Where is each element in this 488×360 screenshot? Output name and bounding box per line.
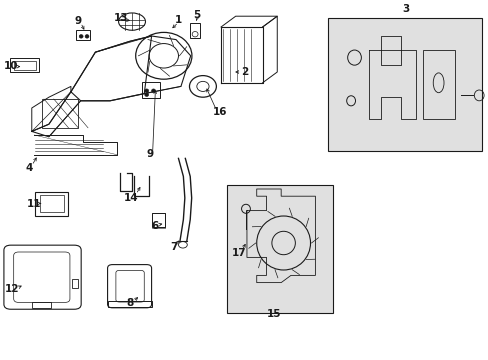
Text: 8: 8	[126, 298, 133, 308]
Ellipse shape	[144, 93, 148, 96]
Text: 17: 17	[232, 248, 246, 258]
Ellipse shape	[151, 89, 155, 93]
Text: 5: 5	[193, 10, 200, 21]
Bar	[107, 301, 151, 307]
Bar	[32, 302, 51, 308]
Ellipse shape	[85, 35, 89, 38]
Ellipse shape	[144, 89, 148, 93]
Bar	[151, 213, 165, 227]
Bar	[10, 58, 39, 72]
Bar	[142, 82, 160, 98]
Text: 12: 12	[5, 284, 20, 294]
Text: 9: 9	[75, 16, 81, 26]
Text: 3: 3	[402, 4, 408, 14]
Text: 14: 14	[123, 193, 138, 203]
Text: 16: 16	[212, 107, 227, 117]
Bar	[72, 279, 78, 288]
Text: 13: 13	[114, 13, 128, 23]
Text: 2: 2	[241, 67, 247, 77]
Bar	[35, 192, 68, 216]
Text: 9: 9	[146, 149, 153, 159]
Bar	[327, 18, 481, 151]
Text: 7: 7	[169, 242, 177, 252]
Bar	[41, 99, 78, 128]
Text: 11: 11	[27, 199, 41, 210]
Text: 15: 15	[266, 309, 281, 319]
Bar	[227, 185, 332, 313]
Bar	[40, 195, 63, 212]
Bar	[76, 30, 90, 40]
Bar	[189, 86, 216, 97]
Text: 10: 10	[3, 60, 18, 71]
Bar	[422, 50, 454, 119]
Ellipse shape	[79, 35, 83, 38]
Bar	[189, 23, 200, 38]
Text: 4: 4	[25, 163, 33, 173]
Text: 6: 6	[151, 221, 158, 231]
Text: 1: 1	[175, 15, 182, 25]
Bar	[14, 61, 36, 70]
